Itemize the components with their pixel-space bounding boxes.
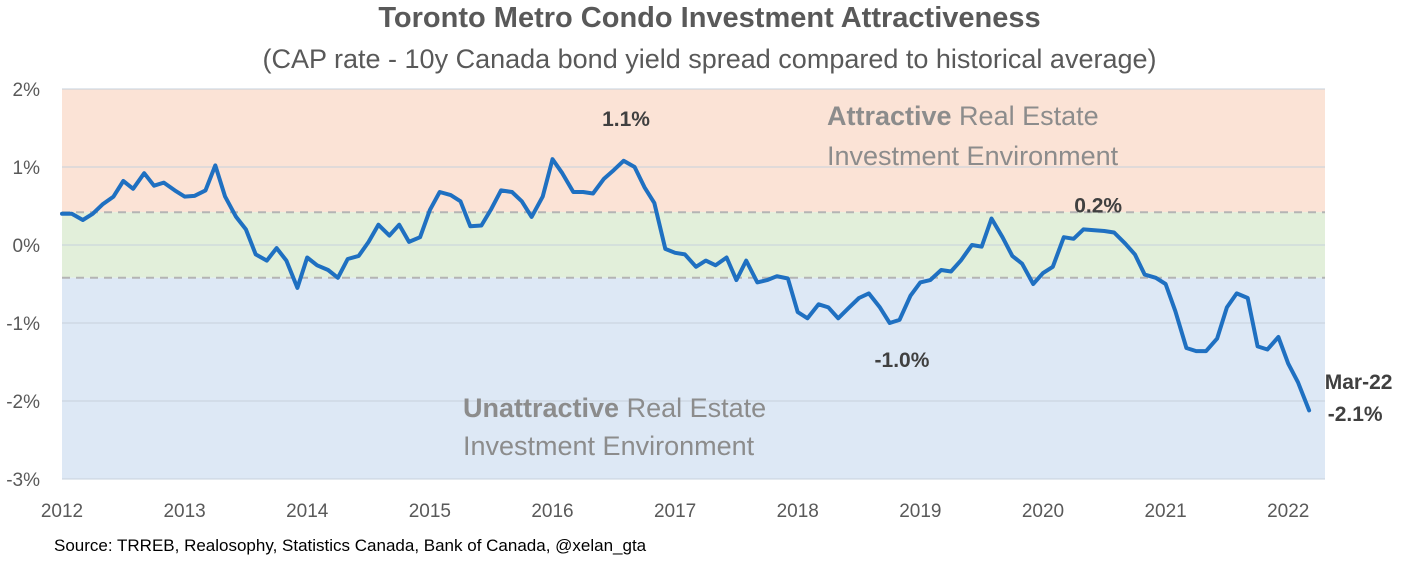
unattractive-zone-label-line1: Unattractive Real Estate — [463, 393, 766, 423]
annotation-4: -2.1% — [1328, 403, 1383, 426]
x-tick-label-5: 2017 — [654, 501, 696, 522]
annotation-2: -1.0% — [875, 349, 930, 372]
attractive-zone-label-line2: Investment Environment — [827, 141, 1119, 171]
unattractive-zone-label-line2: Investment Environment — [463, 431, 755, 461]
unattractive-zone-strong: Unattractive — [463, 393, 619, 423]
y-tick-label-4: -2% — [6, 392, 40, 413]
x-tick-label-7: 2019 — [899, 501, 941, 522]
x-tick-label-10: 2022 — [1267, 501, 1309, 522]
unattractive-zone-rest: Real Estate — [619, 393, 766, 423]
annotation-3: Mar-22 — [1325, 371, 1393, 394]
zone-labels: Attractive Real Estate Investment Enviro… — [463, 101, 1119, 461]
annotation-0: 1.1% — [602, 108, 650, 131]
y-tick-label-1: 1% — [13, 158, 41, 179]
x-tick-label-2: 2014 — [286, 501, 329, 522]
y-axis-ticks: 2% 1% 0% -1% -2% -3% — [6, 80, 40, 491]
chart-title: Toronto Metro Condo Investment Attractiv… — [378, 2, 1041, 34]
attractive-zone-label-line1: Attractive Real Estate — [827, 101, 1099, 131]
attractive-zone-rest: Real Estate — [952, 101, 1099, 131]
x-tick-label-0: 2012 — [41, 501, 83, 522]
x-tick-label-1: 2013 — [163, 501, 205, 522]
chart-subtitle: (CAP rate - 10y Canada bond yield spread… — [262, 44, 1157, 74]
gridlines — [62, 88, 1325, 480]
annotations: 1.1% 0.2% -1.0% Mar-22 -2.1% — [602, 108, 1392, 426]
zone-band-2 — [62, 277, 1325, 479]
y-tick-label-3: -1% — [6, 314, 40, 335]
x-tick-label-9: 2021 — [1144, 501, 1186, 522]
y-tick-label-0: 2% — [13, 80, 41, 101]
y-tick-label-5: -3% — [6, 470, 40, 491]
x-tick-label-3: 2015 — [409, 501, 451, 522]
x-tick-label-4: 2016 — [531, 501, 573, 522]
source-note: Source: TRREB, Realosophy, Statistics Ca… — [54, 536, 647, 555]
series-line-0 — [60, 157, 1312, 413]
zone-band-0 — [62, 89, 1325, 213]
x-axis-ticks: 2012 2013 2014 2015 2016 2017 2018 2019 2020 2021… — [41, 501, 1309, 522]
y-tick-label-2: 0% — [13, 236, 41, 257]
annotation-1: 0.2% — [1074, 194, 1122, 217]
x-tick-label-6: 2018 — [777, 501, 819, 522]
series-layer — [60, 157, 1312, 413]
zone-bands — [62, 89, 1325, 479]
attractive-zone-strong: Attractive — [827, 101, 952, 131]
x-tick-label-8: 2020 — [1022, 501, 1064, 522]
